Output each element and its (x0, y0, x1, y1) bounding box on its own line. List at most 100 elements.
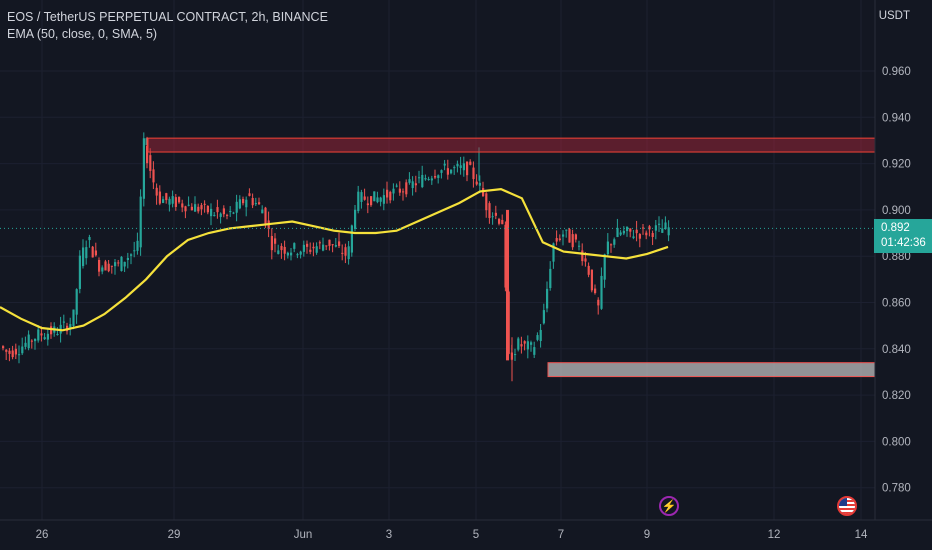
candle-body (651, 233, 654, 238)
candle-body (251, 198, 254, 206)
last-price-tag: 0.892 01:42:36 (874, 219, 932, 253)
candle-body (283, 246, 286, 254)
candle-body (98, 259, 101, 272)
time-axis[interactable]: 26 29 Jun 3 5 7 9 12 14 (0, 519, 932, 541)
candle-body (117, 262, 120, 264)
symbol-title[interactable]: EOS / TetherUS PERPETUAL CONTRACT, 2h, B… (7, 10, 328, 24)
candle-body (107, 263, 110, 272)
candle-body (446, 168, 449, 175)
candle-body (286, 252, 289, 256)
candle-body (5, 349, 8, 352)
candle-body (229, 210, 232, 213)
candle-body (478, 182, 481, 186)
candle-body (197, 206, 200, 212)
candle-body (210, 208, 213, 217)
candle-body (331, 244, 334, 246)
indicator-title[interactable]: EMA (50, close, 0, SMA, 5) (7, 27, 158, 41)
candle-body (494, 212, 497, 216)
candle-body (94, 250, 97, 256)
candle-body (405, 182, 408, 195)
candle-body (600, 275, 603, 309)
candle-body (181, 203, 184, 208)
candle-body (344, 247, 347, 256)
candle-body (667, 227, 670, 236)
candle-body (341, 252, 344, 254)
candle-body (616, 227, 619, 238)
candle-body (645, 232, 648, 236)
candle-body (437, 175, 440, 179)
candle-body (514, 354, 517, 356)
candle-body (574, 234, 577, 240)
candle-body (443, 163, 446, 166)
candle-body (526, 341, 529, 350)
candle-body (277, 250, 280, 254)
candle-body (318, 242, 321, 244)
candle-body (174, 197, 177, 207)
candle-body (110, 265, 113, 267)
price-tick: 0.880 (882, 251, 911, 263)
currency-label[interactable]: USDT (878, 10, 910, 22)
candle-body (594, 288, 597, 294)
candle-body (587, 265, 590, 275)
candle-body (533, 347, 536, 355)
candle-body (517, 338, 520, 350)
candle-body (549, 268, 552, 289)
candle-body (430, 178, 433, 181)
candle-body (56, 334, 59, 336)
candle-body (635, 229, 638, 234)
candle-body (325, 245, 328, 247)
candle-body (619, 232, 622, 235)
candle-body (254, 203, 257, 205)
candle-body (357, 191, 360, 212)
candle-body (373, 191, 376, 202)
candle-body (37, 329, 40, 341)
candle-body (306, 243, 309, 247)
candle-body (69, 324, 72, 329)
lightning-icon[interactable]: ⚡ (659, 496, 679, 516)
candle-body (546, 288, 549, 309)
candle-body (379, 197, 382, 202)
candle-body (398, 188, 401, 193)
candle-body (469, 161, 472, 165)
candle-body (462, 163, 465, 171)
candle-body (418, 177, 421, 179)
candle-body (136, 240, 139, 251)
candle-body (203, 203, 206, 205)
candle-body (338, 241, 341, 246)
bar-countdown: 01:42:36 (881, 237, 926, 249)
candle-body (565, 229, 568, 231)
candle-body (613, 239, 616, 245)
candle-body (597, 299, 600, 306)
candle-body (491, 216, 494, 218)
candle-body (290, 252, 293, 256)
candle-body (85, 247, 88, 259)
candle-body (485, 193, 488, 211)
candle-body (133, 250, 136, 252)
candle-body (334, 245, 337, 247)
candle-body (130, 254, 133, 256)
candle-body (62, 321, 65, 323)
candle-body (165, 193, 168, 201)
resistance-zone[interactable] (147, 137, 876, 153)
last-price-value: 0.892 (881, 222, 910, 234)
candles (2, 132, 670, 382)
candle-body (309, 249, 312, 252)
candle-body (632, 236, 635, 239)
candle-body (386, 189, 389, 198)
candle-body (466, 161, 469, 176)
candle-body (187, 204, 190, 206)
candle-body (78, 255, 81, 289)
time-tick: 7 (558, 529, 564, 541)
candle-body (472, 167, 475, 180)
candle-body (536, 335, 539, 340)
us-flag-icon[interactable] (837, 496, 857, 516)
candle-body (194, 204, 197, 212)
candle-body (34, 338, 37, 342)
candle-body (581, 250, 584, 262)
support-zone[interactable] (547, 362, 876, 378)
candle-body (530, 342, 533, 345)
price-axis[interactable]: 0.960 0.940 0.920 0.900 0.880 0.860 0.840 0.820… (874, 0, 932, 550)
price-tick: 0.900 (882, 205, 911, 217)
candle-body (155, 187, 158, 196)
